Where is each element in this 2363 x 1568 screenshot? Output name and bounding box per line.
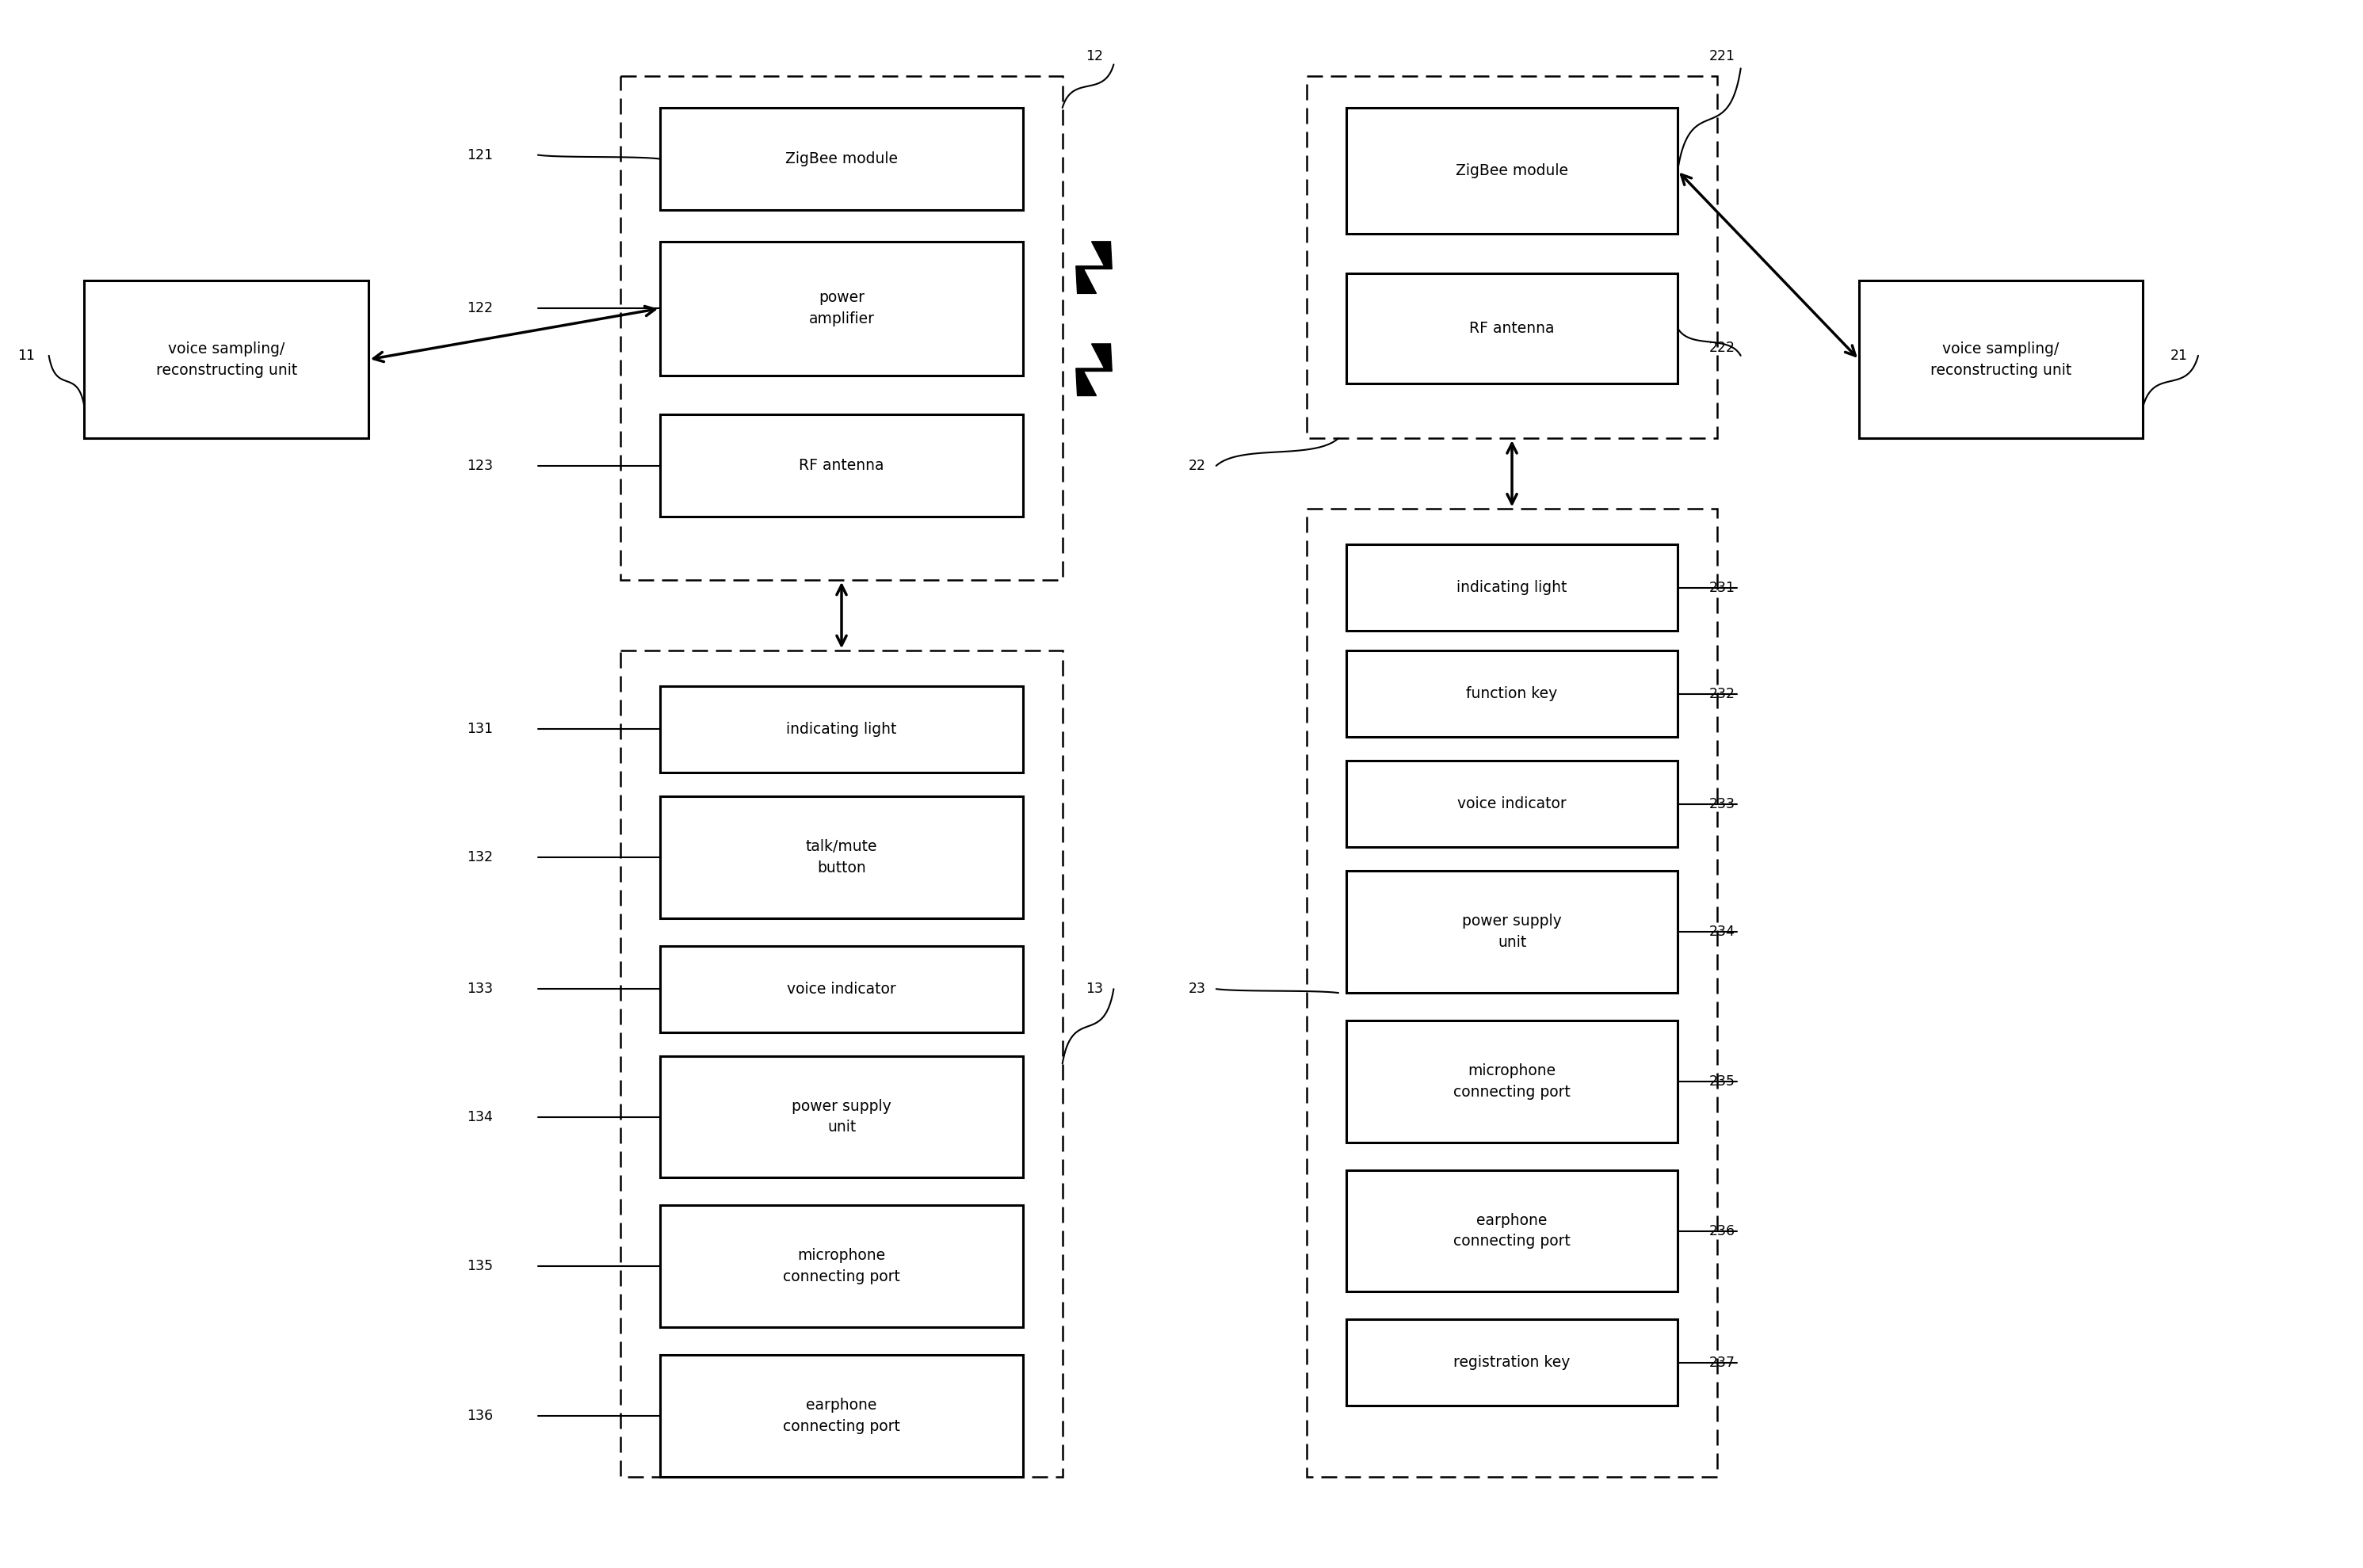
- Text: 11: 11: [17, 348, 35, 362]
- Bar: [621, 77, 1063, 580]
- Bar: [1347, 273, 1678, 383]
- Bar: [659, 946, 1023, 1032]
- Bar: [659, 414, 1023, 517]
- Bar: [1347, 544, 1678, 630]
- Text: registration key: registration key: [1453, 1355, 1571, 1370]
- Text: voice indicator: voice indicator: [1458, 797, 1567, 812]
- Text: microphone
connecting port: microphone connecting port: [1453, 1063, 1571, 1099]
- Text: 237: 237: [1708, 1355, 1734, 1370]
- Text: indicating light: indicating light: [787, 721, 898, 737]
- Text: 131: 131: [468, 723, 494, 737]
- Bar: [1307, 510, 1718, 1477]
- Bar: [659, 797, 1023, 919]
- Text: 232: 232: [1708, 687, 1734, 701]
- Bar: [1347, 108, 1678, 234]
- Bar: [1347, 1319, 1678, 1406]
- Text: indicating light: indicating light: [1456, 580, 1567, 596]
- Text: RF antenna: RF antenna: [799, 458, 884, 474]
- Bar: [1307, 77, 1718, 437]
- Text: 21: 21: [2172, 348, 2188, 362]
- Bar: [659, 108, 1023, 210]
- Bar: [659, 1055, 1023, 1178]
- Text: 123: 123: [468, 458, 494, 474]
- Bar: [1347, 870, 1678, 993]
- Text: 221: 221: [1708, 50, 1734, 64]
- Text: 134: 134: [468, 1110, 494, 1124]
- Text: power supply
unit: power supply unit: [1463, 914, 1562, 950]
- Text: 121: 121: [468, 147, 494, 162]
- Text: 236: 236: [1708, 1223, 1734, 1239]
- Text: 136: 136: [468, 1408, 494, 1422]
- Text: voice indicator: voice indicator: [787, 982, 896, 997]
- Text: earphone
connecting port: earphone connecting port: [1453, 1214, 1571, 1248]
- Bar: [1860, 281, 2143, 437]
- Bar: [659, 241, 1023, 375]
- Bar: [1347, 1021, 1678, 1143]
- Text: 234: 234: [1708, 925, 1734, 939]
- Text: ZigBee module: ZigBee module: [1456, 163, 1569, 179]
- Text: 222: 222: [1708, 340, 1734, 354]
- Text: voice sampling/
reconstructing unit: voice sampling/ reconstructing unit: [1931, 342, 2072, 378]
- Text: 135: 135: [468, 1259, 494, 1273]
- Bar: [659, 1206, 1023, 1327]
- Text: 132: 132: [468, 850, 494, 864]
- Text: 235: 235: [1708, 1074, 1734, 1088]
- Text: function key: function key: [1467, 687, 1557, 701]
- Bar: [1347, 651, 1678, 737]
- Text: 122: 122: [468, 301, 494, 315]
- Bar: [659, 687, 1023, 773]
- Polygon shape: [1075, 241, 1113, 293]
- Text: 23: 23: [1189, 982, 1205, 996]
- Text: 12: 12: [1087, 50, 1104, 64]
- Text: voice sampling/
reconstructing unit: voice sampling/ reconstructing unit: [156, 342, 298, 378]
- Bar: [85, 281, 369, 437]
- Text: talk/mute
button: talk/mute button: [806, 839, 877, 875]
- Text: microphone
connecting port: microphone connecting port: [782, 1248, 900, 1284]
- Text: 22: 22: [1189, 458, 1205, 474]
- Bar: [1347, 760, 1678, 847]
- Bar: [1347, 1170, 1678, 1292]
- Bar: [621, 651, 1063, 1477]
- Text: 231: 231: [1708, 580, 1734, 594]
- Text: RF antenna: RF antenna: [1470, 320, 1555, 336]
- Text: earphone
connecting port: earphone connecting port: [782, 1397, 900, 1433]
- Polygon shape: [1075, 343, 1113, 395]
- Text: 133: 133: [468, 982, 494, 996]
- Text: ZigBee module: ZigBee module: [785, 152, 898, 166]
- Text: 13: 13: [1087, 982, 1104, 996]
- Bar: [659, 1355, 1023, 1477]
- Text: power supply
unit: power supply unit: [792, 1099, 891, 1135]
- Text: power
amplifier: power amplifier: [808, 290, 874, 326]
- Text: 233: 233: [1708, 797, 1734, 811]
